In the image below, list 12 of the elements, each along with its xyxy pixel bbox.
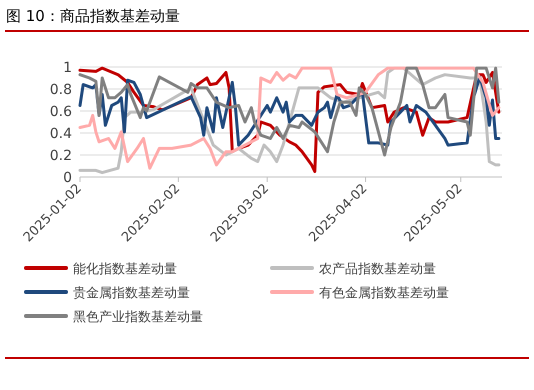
legend-label: 黑色产业指数基差动量 bbox=[73, 310, 203, 325]
y-tick-label: 0.2 bbox=[50, 148, 72, 164]
legend-label: 能化指数基差动量 bbox=[73, 262, 177, 277]
chart-title: 图 10：商品指数基差动量 bbox=[6, 7, 180, 25]
y-tick-label: 0.8 bbox=[50, 82, 72, 98]
legend-label: 有色金属指数基差动量 bbox=[319, 286, 449, 301]
legend-label: 贵金属指数基差动量 bbox=[73, 286, 190, 301]
legend-label: 农产品指数基差动量 bbox=[319, 262, 436, 277]
y-tick-label: 0 bbox=[63, 170, 72, 186]
y-tick-label: 0.4 bbox=[50, 126, 72, 142]
y-tick-label: 1 bbox=[63, 60, 72, 76]
y-tick-label: 0.6 bbox=[50, 104, 72, 120]
